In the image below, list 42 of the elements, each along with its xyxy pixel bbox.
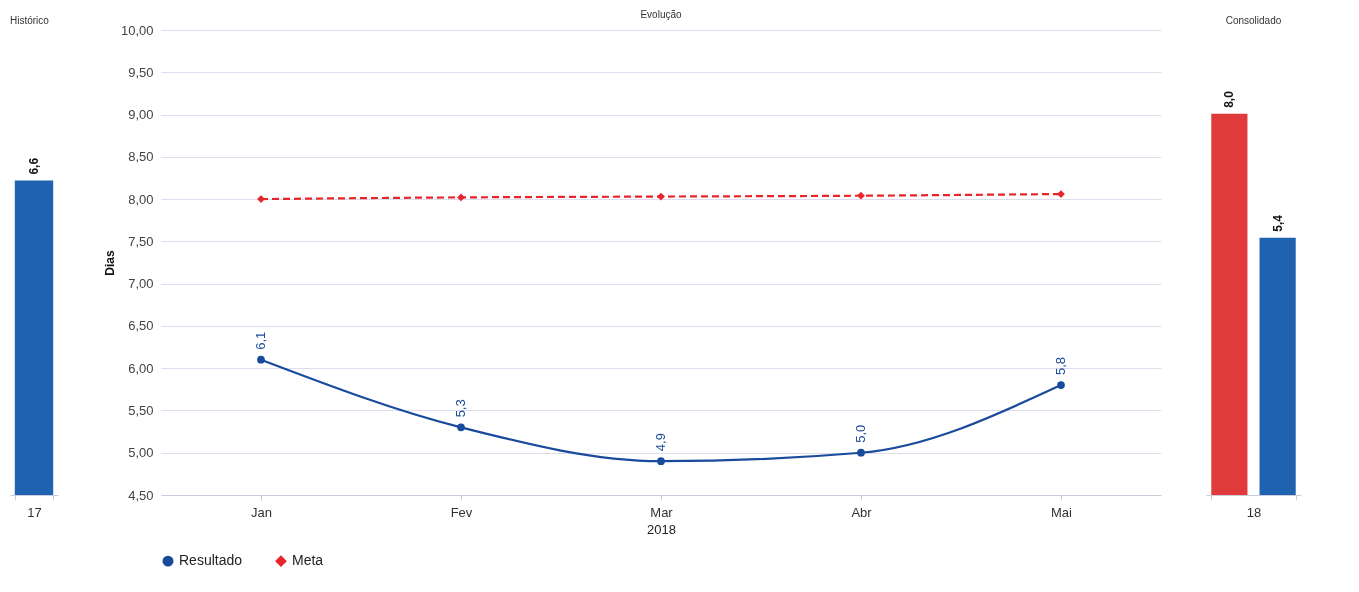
point [457,193,465,202]
point [1057,381,1065,389]
x-tick-label: Jan [251,504,272,520]
point [457,423,465,432]
y-tick-label: 10,00 [120,22,154,38]
y-tick-label: 6,50 [128,318,154,334]
data-label: 5,4 [1270,214,1285,232]
x-tick-label: Abr [851,504,873,520]
y-tick-label: 8,50 [128,149,154,165]
chart-title: Histórico [10,15,50,26]
y-tick-label: 5,50 [128,402,154,418]
legend-label: Meta [292,552,324,569]
data-label: 4,9 [653,433,668,452]
data-label: 5,8 [1053,357,1068,376]
data-label: 5,3 [453,399,468,418]
y-tick-label: 7,00 [128,276,154,292]
data-label: 6,1 [253,331,268,350]
x-tick-label: Fev [450,504,473,520]
data-label: 5,0 [853,424,868,443]
y-tick-label: 5,00 [128,445,154,461]
y-tick-label: 8,00 [128,191,154,207]
chart-title: Consolidado [1225,15,1282,26]
x-axis-title: 2018 [647,521,676,537]
point [857,448,865,457]
legend-label: Resultado [179,552,243,569]
x-tick-label: 18 [1246,504,1262,520]
x-tick-label: Mar [650,504,674,520]
point [657,192,665,201]
y-tick-label: 4,50 [128,487,154,503]
y-tick-label: 9,00 [128,107,154,123]
point [857,191,865,200]
data-label: 6,6 [27,157,41,175]
y-tick-label: 7,50 [128,233,154,249]
point [657,457,665,466]
point [257,355,265,364]
x-tick-label: Mai [1051,504,1073,520]
y-tick-label: 9,50 [128,64,154,80]
chart-title: Evolução [640,9,683,20]
y-axis-title: Dias [102,250,117,276]
y-tick-label: 6,00 [128,360,154,376]
data-label: 8,0 [1222,90,1237,108]
x-tick-label: 17 [27,504,42,520]
